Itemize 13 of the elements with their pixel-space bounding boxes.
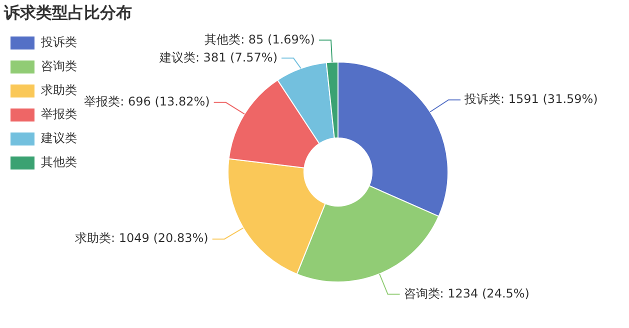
data-label: 求助类: 1049 (20.83%) bbox=[74, 231, 208, 246]
data-label: 咨询类: 1234 (24.5%) bbox=[404, 286, 530, 300]
legend-label: 投诉类 bbox=[40, 35, 77, 50]
data-label: 建议类: 381 (7.57%) bbox=[158, 50, 278, 64]
legend-label: 求助类 bbox=[41, 83, 77, 98]
legend-label: 咨询类 bbox=[41, 59, 77, 74]
data-label: 其他类: 85 (1.69%) bbox=[204, 32, 316, 46]
legend-label: 其他类 bbox=[41, 155, 77, 170]
legend-label: 举报类 bbox=[41, 107, 77, 122]
data-label: 投诉类: 1591 (31.59%) bbox=[464, 92, 598, 106]
data-label: 举报类: 696 (13.82%) bbox=[84, 94, 210, 109]
chart-title: 诉求类型占比分布 bbox=[2, 2, 133, 24]
legend-label: 建议类 bbox=[40, 131, 77, 146]
